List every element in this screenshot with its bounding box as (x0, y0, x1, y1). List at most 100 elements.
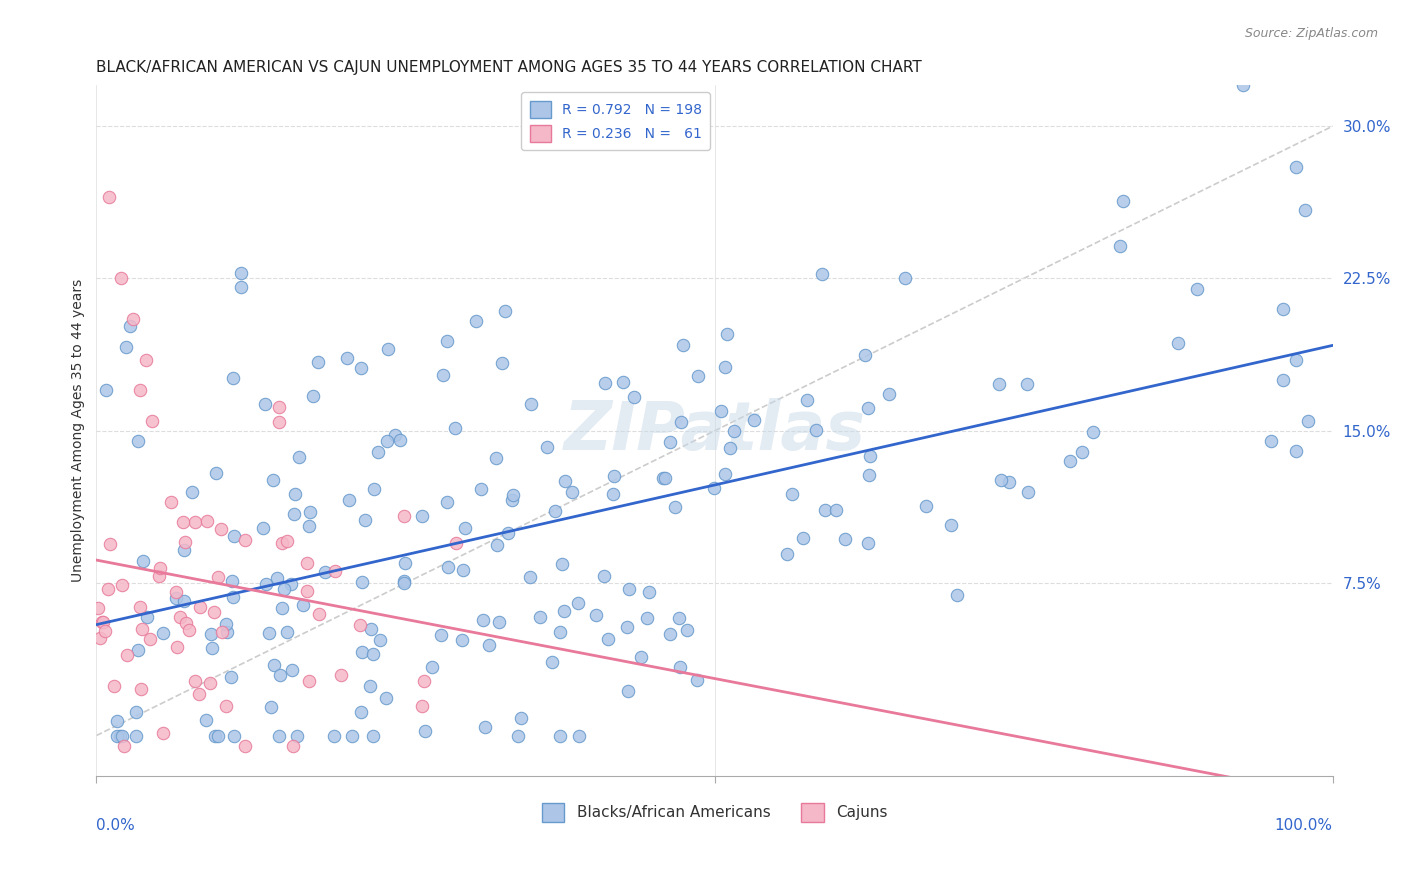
Point (519, 570, 541, 584)
Point (205, 466, 228, 480)
Point (484, 451, 506, 466)
Point (209, 522, 232, 536)
Point (1272, 373, 1295, 387)
Point (491, 356, 513, 370)
Text: Source: ZipAtlas.com: Source: ZipAtlas.com (1244, 27, 1378, 40)
Point (117, 648, 139, 662)
Point (796, 392, 818, 407)
Point (132, 554, 155, 568)
Text: 100.0%: 100.0% (1275, 818, 1333, 832)
Point (349, 618, 371, 632)
Point (267, 401, 290, 415)
Point (804, 423, 827, 437)
Point (394, 556, 416, 570)
Point (453, 521, 475, 535)
Point (128, 383, 150, 397)
Legend: Blacks/African Americans, Cajuns: Blacks/African Americans, Cajuns (533, 794, 897, 830)
Point (602, 487, 624, 501)
Point (138, 632, 160, 647)
Point (221, 574, 243, 588)
Point (1285, 444, 1308, 458)
Point (368, 632, 391, 647)
Point (128, 599, 150, 614)
Point (229, 280, 252, 294)
Point (197, 514, 219, 528)
Point (302, 389, 325, 403)
Point (630, 650, 652, 665)
Point (375, 691, 398, 706)
Point (1285, 352, 1308, 367)
Point (136, 610, 159, 624)
Point (520, 397, 543, 411)
Point (89, 631, 111, 645)
Point (222, 529, 245, 543)
Point (217, 625, 239, 640)
Point (266, 571, 288, 585)
Point (450, 632, 472, 647)
Point (593, 568, 616, 582)
Point (548, 729, 571, 743)
Point (596, 632, 619, 647)
Point (443, 421, 465, 435)
Point (856, 401, 879, 415)
Point (330, 668, 353, 682)
Point (298, 673, 321, 688)
Point (173, 543, 195, 558)
Point (654, 470, 676, 484)
Point (856, 536, 879, 550)
Point (135, 352, 157, 367)
Point (529, 610, 551, 624)
Point (363, 482, 385, 496)
Point (720, 441, 742, 455)
Point (585, 607, 607, 622)
Point (125, 729, 148, 743)
Point (478, 639, 501, 653)
Point (262, 473, 284, 487)
Point (159, 495, 181, 509)
Point (215, 617, 238, 632)
Point (432, 368, 454, 382)
Point (350, 360, 373, 375)
Point (308, 607, 330, 621)
Point (188, 599, 211, 614)
Point (602, 468, 624, 483)
Point (252, 521, 274, 535)
Point (110, 729, 132, 743)
Point (411, 699, 433, 714)
Point (169, 609, 191, 624)
Point (105, 714, 128, 728)
Point (152, 626, 174, 640)
Point (714, 359, 737, 374)
Point (270, 535, 292, 549)
Point (222, 371, 245, 385)
Point (271, 600, 294, 615)
Point (508, 729, 530, 743)
Point (204, 729, 226, 743)
Point (295, 583, 318, 598)
Point (652, 471, 675, 485)
Point (617, 683, 640, 698)
Point (281, 739, 304, 753)
Point (658, 626, 681, 640)
Point (548, 625, 571, 640)
Point (360, 623, 382, 637)
Point (1017, 377, 1039, 392)
Point (131, 622, 153, 636)
Point (510, 711, 533, 725)
Point (554, 475, 576, 489)
Point (710, 403, 733, 417)
Point (115, 340, 138, 354)
Point (686, 673, 709, 687)
Point (1059, 454, 1081, 468)
Point (267, 415, 290, 429)
Point (111, 729, 134, 743)
Point (377, 342, 399, 356)
Point (233, 739, 256, 753)
Point (536, 440, 558, 454)
Point (813, 503, 835, 517)
Point (211, 624, 233, 639)
Point (254, 577, 277, 591)
Point (1109, 239, 1132, 253)
Point (103, 679, 125, 693)
Point (595, 376, 617, 391)
